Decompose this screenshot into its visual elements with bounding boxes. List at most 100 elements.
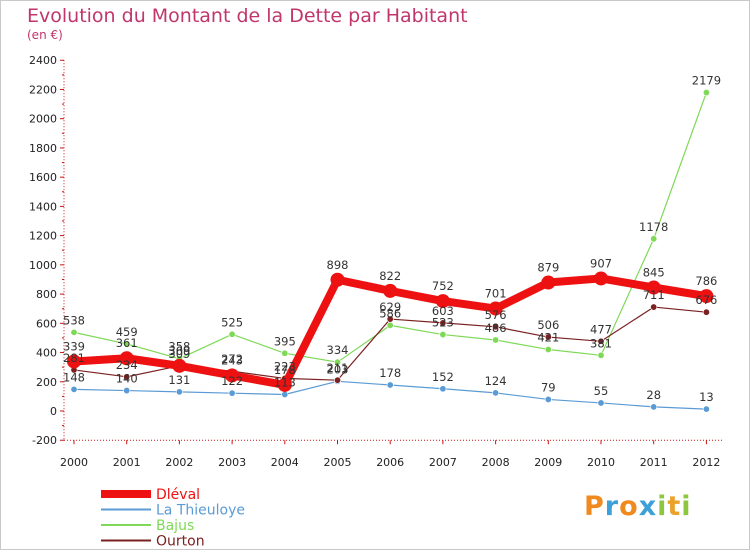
data-label: 576 <box>485 308 507 322</box>
data-point <box>386 321 394 329</box>
logo-letter: r <box>604 491 620 522</box>
data-label: 140 <box>116 372 138 386</box>
data-label: 786 <box>695 274 717 288</box>
y-tick-label: 400 <box>36 347 57 360</box>
data-label: 178 <box>274 363 296 377</box>
data-point <box>597 399 605 407</box>
data-point <box>544 333 552 341</box>
y-tick-label: 1400 <box>29 200 57 213</box>
chart-data-labels: 339 361 309 243 178 898 822 752 701 879 907 845 786 1… <box>63 74 721 405</box>
legend-label: Bajus <box>156 518 194 534</box>
x-tick-label: 2000 <box>60 456 88 469</box>
x-tick-label: 2009 <box>534 456 562 469</box>
data-label: 309 <box>168 347 190 361</box>
data-label: 361 <box>116 336 138 350</box>
data-label: 676 <box>695 293 717 307</box>
logo-letter: o <box>619 491 639 522</box>
data-point <box>172 358 187 373</box>
data-label: 381 <box>590 336 612 350</box>
data-point <box>597 337 605 345</box>
data-label: 281 <box>63 351 85 365</box>
data-label: 538 <box>63 313 85 327</box>
data-label: 629 <box>379 300 401 314</box>
legend-label: La Thieuloye <box>156 503 245 519</box>
data-point <box>492 389 500 397</box>
data-label: 459 <box>116 325 138 339</box>
data-point <box>386 381 394 389</box>
data-label: 131 <box>168 373 190 387</box>
logo-letter: t <box>667 491 682 522</box>
chart-subtitle: (en €) <box>27 28 63 42</box>
data-point <box>228 389 236 397</box>
data-label: 203 <box>327 362 349 376</box>
data-label: 421 <box>537 330 559 344</box>
data-label: 223 <box>274 359 296 373</box>
data-point <box>439 385 447 393</box>
y-tick-label: 1200 <box>29 230 57 243</box>
data-point <box>228 330 236 338</box>
data-label: 711 <box>643 288 665 302</box>
data-label: 124 <box>485 374 507 388</box>
series-3 <box>70 89 710 366</box>
x-tick-label: 2007 <box>429 456 457 469</box>
series-1 <box>67 271 714 392</box>
data-point <box>435 294 450 309</box>
x-tick-label: 2010 <box>587 456 615 469</box>
data-point <box>123 340 131 348</box>
x-tick-label: 2006 <box>376 456 404 469</box>
data-point <box>646 280 661 295</box>
data-point <box>594 271 608 286</box>
data-point <box>70 385 78 393</box>
data-point <box>699 289 714 304</box>
data-point <box>123 387 131 395</box>
data-label: 907 <box>590 256 612 270</box>
logo-letter: i <box>657 491 668 522</box>
data-point <box>541 275 556 290</box>
data-label: 234 <box>116 358 138 372</box>
data-label: 178 <box>379 366 401 380</box>
x-tick-label: 2004 <box>271 456 299 469</box>
data-label: 486 <box>485 321 507 335</box>
proxiti-logo: Proxiti <box>584 491 692 522</box>
y-tick-label: 0 <box>50 405 57 418</box>
y-tick-label: 800 <box>36 288 57 301</box>
data-label: 28 <box>646 388 661 402</box>
data-point <box>70 328 78 336</box>
data-point <box>702 89 710 97</box>
data-point <box>492 323 500 331</box>
x-tick-label: 2011 <box>640 456 668 469</box>
data-point <box>439 319 447 327</box>
data-label: 211 <box>327 361 349 375</box>
data-label: 879 <box>537 261 559 275</box>
data-label: 603 <box>432 304 454 318</box>
data-label: 55 <box>594 384 609 398</box>
series-2 <box>70 377 710 413</box>
data-label: 339 <box>63 339 85 353</box>
x-tick-label: 2001 <box>113 456 141 469</box>
y-tick-label: 1800 <box>29 142 57 155</box>
data-point <box>333 358 341 366</box>
x-tick-label: 2002 <box>165 456 193 469</box>
data-point <box>650 403 658 411</box>
legend-label: Ourton <box>156 534 205 550</box>
data-point <box>439 331 447 339</box>
data-point <box>488 301 503 316</box>
data-label: 272 <box>221 352 243 366</box>
data-point <box>650 303 658 311</box>
logo-letter: i <box>681 491 692 522</box>
y-tick-label: 1000 <box>29 259 57 272</box>
y-tick-label: 1600 <box>29 171 57 184</box>
data-point <box>277 377 292 392</box>
x-tick-label: 2005 <box>324 456 352 469</box>
data-label: 2179 <box>692 74 721 88</box>
data-label: 113 <box>274 375 296 389</box>
data-label: 395 <box>274 334 296 348</box>
chart-axes: -200 0 200 400 600 800 1000 1200 1400 1600 1800 200… <box>29 54 723 469</box>
data-label: 243 <box>221 353 243 367</box>
data-point <box>281 390 289 398</box>
data-label: 334 <box>327 343 349 357</box>
data-label: 701 <box>485 287 507 301</box>
logo-letter: P <box>584 491 605 522</box>
